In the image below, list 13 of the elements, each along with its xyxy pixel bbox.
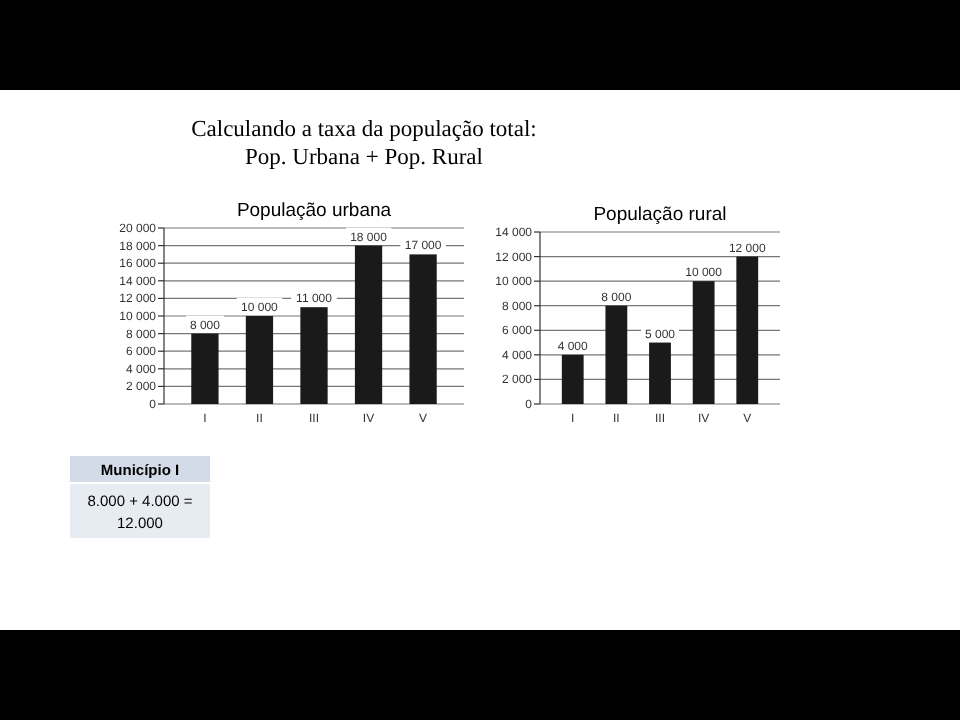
bar [736,256,759,404]
chart-title: População rural [593,204,727,226]
bar [245,316,274,404]
bar [561,354,584,404]
bar [409,254,437,404]
chart-title: População urbana [236,200,393,222]
bar [605,305,628,404]
bar [191,333,219,404]
bar [300,307,328,404]
text: Pop. Urbana + Pop. Rural [245,146,483,170]
bar [649,342,671,404]
text: Calculando a taxa da população total: [191,118,537,142]
bar [354,245,383,404]
